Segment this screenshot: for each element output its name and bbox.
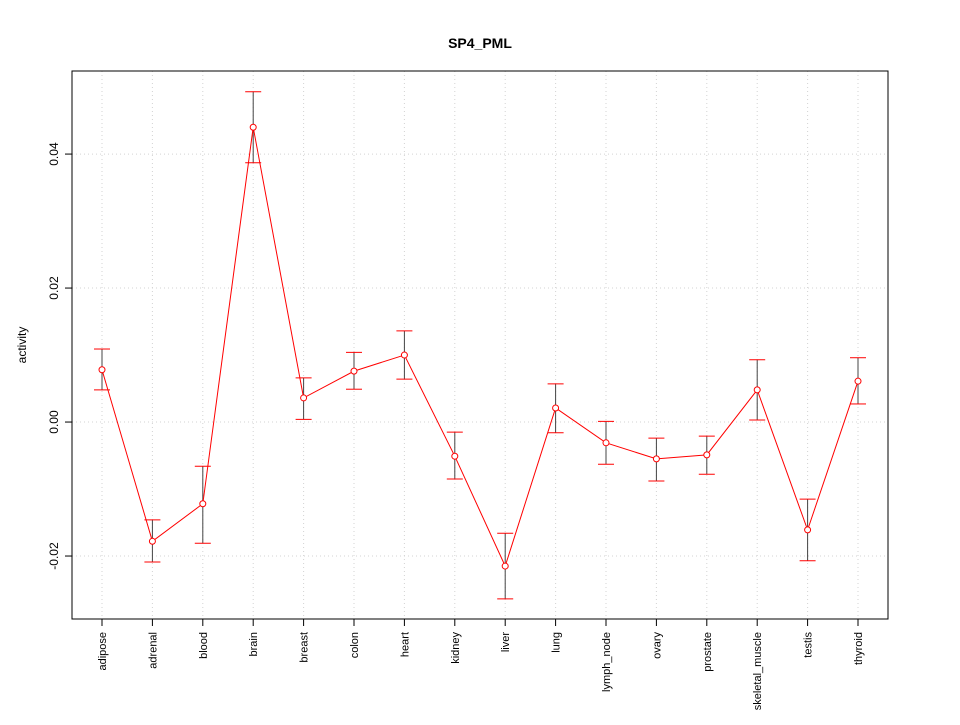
data-point [753,386,761,394]
x-tick-label: ovary [651,632,663,659]
data-point [350,367,358,375]
y-tick-label: 0.00 [47,410,61,434]
x-tick-label: breast [299,632,311,663]
x-tick-label: kidney [450,632,462,664]
x-tick-label: blood [198,632,210,659]
x-tick-label: testis [803,632,815,658]
data-point [98,366,106,374]
data-point [451,452,459,460]
x-tick-label: prostate [702,632,714,672]
data-point [199,500,207,508]
x-tick-label: lung [551,632,563,653]
marks [94,91,866,600]
data-point [501,562,509,570]
y-tick-label: 0.02 [47,276,61,300]
series-line [101,127,859,568]
data-point [602,439,610,447]
axes: -0.02 0.00 0.02 0.04 adipose adrenal blood brai… [47,142,865,710]
data-point [703,451,711,459]
data-point [400,351,408,359]
data-point [552,404,560,412]
data-point [300,394,308,402]
data-point [804,526,812,534]
plot-frame [71,70,889,620]
x-tick-label: thyroid [853,632,865,665]
data-point [652,455,660,463]
y-tick-label: 0.04 [47,142,61,166]
x-tick-label: adipose [97,632,109,671]
y-tick-label: -0.02 [47,542,61,570]
data-point [249,123,257,131]
x-tick-label: liver [500,632,512,653]
x-tick-label: adrenal [147,632,159,669]
data-point [148,537,156,545]
chart-title: SP4_PML [448,35,512,51]
x-tick-label: brain [248,632,260,656]
grid [72,71,888,619]
data-point [854,377,862,385]
x-tick-label: skeletal_muscle [752,632,764,710]
y-axis-label: activity [15,327,29,364]
x-tick-label: colon [349,632,361,658]
x-tick-label: lymph_node [601,632,613,692]
x-tick-label: heart [399,632,411,657]
